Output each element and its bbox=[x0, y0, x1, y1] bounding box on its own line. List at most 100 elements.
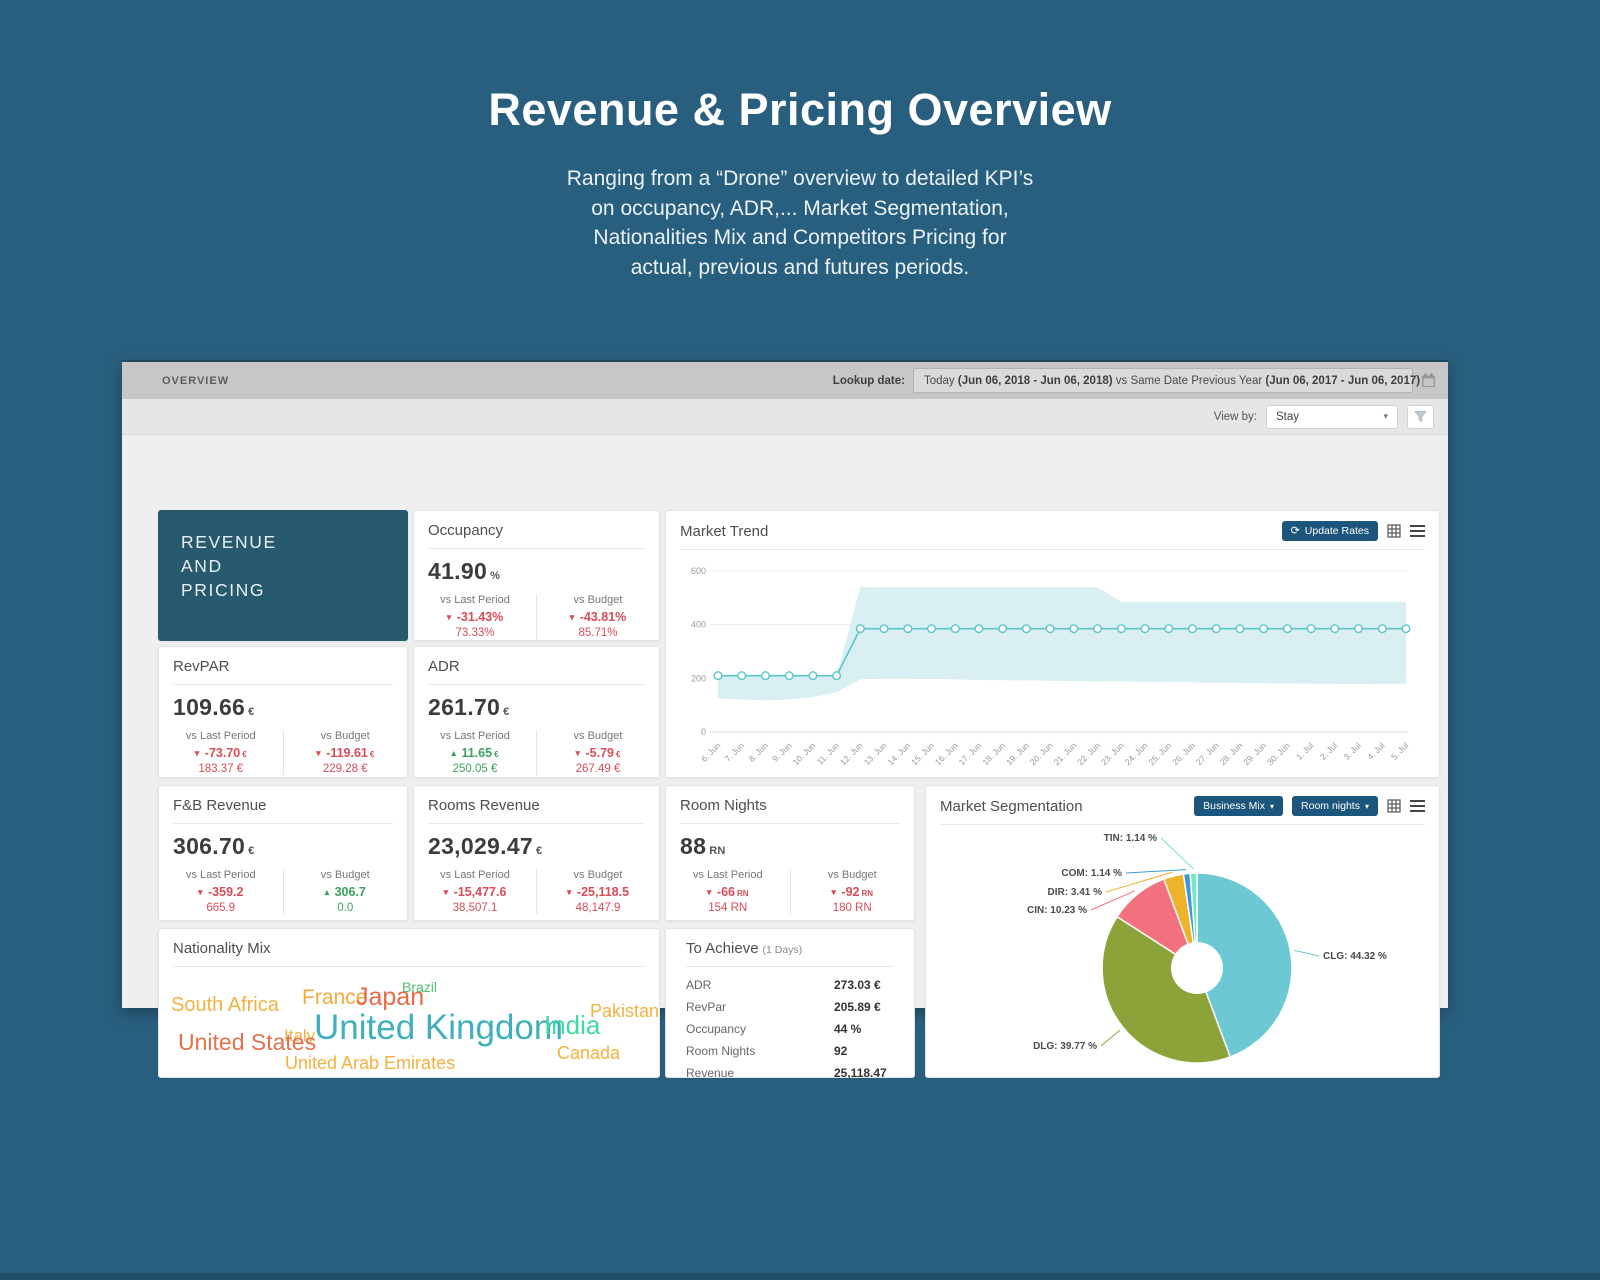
cloud-word-india: India bbox=[544, 1010, 601, 1040]
kpi-comparison-column: vs Last Period ▾ -73.70 € 183.37 € bbox=[159, 730, 283, 775]
occupancy-card: Occupancy 41.90% vs Last Period ▾ -31.43% 73… bbox=[413, 510, 660, 641]
to-achieve-metric-label: Room Nights bbox=[686, 1044, 756, 1058]
update-rates-button[interactable]: ⟳ Update Rates bbox=[1281, 521, 1378, 541]
kpi-base-value: 665.9 bbox=[206, 902, 236, 914]
divider bbox=[428, 684, 645, 685]
page-subtitle: Ranging from a “Drone” overview to detai… bbox=[0, 164, 1600, 282]
to-achieve-title: To Achieve bbox=[686, 940, 759, 957]
rooms-revenue-card: Rooms Revenue 23,029.47 € vs Last Period ▾ -… bbox=[413, 785, 660, 921]
kpi-header: Room Nights bbox=[666, 786, 914, 823]
kpi-value: 41.90% bbox=[428, 558, 501, 584]
kpi-title: ADR bbox=[428, 658, 460, 675]
kpi-comparison-label: vs Budget bbox=[320, 869, 370, 881]
view-options-bar: View by: Stay ▾ bbox=[122, 399, 1448, 435]
market-segmentation-header: Market Segmentation Business Mix ▾ Room … bbox=[926, 786, 1439, 824]
svg-text:26. Jun: 26. Jun bbox=[1170, 740, 1197, 767]
kpi-base-value: 250.05 € bbox=[452, 763, 498, 775]
lookup-text: Today bbox=[924, 374, 958, 387]
kpi-base-value: 0.0 bbox=[337, 902, 354, 914]
kpi-delta-value: ▾ -66 RN bbox=[706, 885, 749, 899]
svg-text:5. Jul: 5. Jul bbox=[1389, 740, 1411, 762]
down-arrow-icon: ▾ bbox=[566, 887, 572, 897]
kpi-unit: € bbox=[248, 706, 255, 718]
kpi-delta-value: ▾ -25,118.5 bbox=[566, 885, 630, 899]
svg-text:8. Jun: 8. Jun bbox=[746, 740, 770, 764]
svg-text:2. Jul: 2. Jul bbox=[1318, 740, 1340, 762]
kpi-header: RevPAR bbox=[159, 647, 407, 684]
to-achieve-metric-value: 44 % bbox=[834, 1022, 862, 1036]
kpi-title: Occupancy bbox=[428, 522, 504, 539]
room-nights-dropdown[interactable]: Room nights ▾ bbox=[1292, 796, 1378, 816]
down-arrow-icon: ▾ bbox=[831, 887, 836, 897]
lookup-text: vs Same Date Previous Year bbox=[1112, 374, 1266, 387]
lookup-date-field[interactable]: Today (Jun 06, 2018 - Jun 06, 2018) vs S… bbox=[913, 368, 1420, 393]
view-by-label: View by: bbox=[1213, 410, 1257, 423]
svg-text:15. Jun: 15. Jun bbox=[909, 740, 936, 767]
to-achieve-rows: ADR 273.03 € RevPar 205.89 € Occupancy 44 % Ro… bbox=[666, 967, 914, 1084]
view-by-select[interactable]: Stay ▾ bbox=[1266, 404, 1398, 429]
kpi-header: Occupancy bbox=[414, 511, 659, 548]
filter-button[interactable] bbox=[1407, 404, 1434, 429]
kpi-base-value: 48,147.9 bbox=[575, 902, 621, 914]
market-trend-card: Market Trend ⟳ Update Rates 600 400 200 0 6.… bbox=[665, 510, 1440, 778]
kpi-delta-value: ▾ -31.43% bbox=[446, 610, 504, 624]
kpi-value: 109.66 € bbox=[173, 694, 255, 720]
market-segmentation-pie-chart: CLG: 44.32 % DLG: 39.77 % CIN: 10.23 % DIR:… bbox=[1027, 833, 1387, 1064]
cloud-word-japan: Japan bbox=[356, 983, 425, 1011]
to-achieve-metric-value: 205.89 € bbox=[834, 1000, 881, 1014]
down-arrow-icon: ▾ bbox=[316, 748, 321, 758]
business-mix-dropdown[interactable]: Business Mix ▾ bbox=[1194, 796, 1284, 816]
nationality-mix-card: Nationality Mix South Africa France Japan B… bbox=[158, 928, 660, 1078]
market-segmentation-title: Market Segmentation bbox=[940, 797, 1083, 815]
page-bottom-strip bbox=[0, 1273, 1600, 1280]
svg-text:16. Jun: 16. Jun bbox=[933, 740, 960, 767]
kpi-unit: € bbox=[248, 845, 255, 857]
lookup-range-previous: (Jun 06, 2017 - Jun 06, 2017) bbox=[1265, 374, 1421, 387]
svg-text:23. Jun: 23. Jun bbox=[1099, 740, 1126, 767]
to-achieve-row: ADR 273.03 € bbox=[686, 974, 894, 996]
cloud-word-brazil: Brazil bbox=[402, 979, 438, 995]
table-view-icon[interactable] bbox=[1387, 799, 1401, 813]
dark-card-line: REVENUE bbox=[181, 532, 277, 552]
kpi-delta-value: ▾ -5.79 € bbox=[575, 746, 621, 760]
divider bbox=[173, 966, 645, 967]
dashboard-content: REVENUE AND PRICING Occupancy 41.90% vs La… bbox=[122, 435, 1448, 1080]
divider bbox=[940, 824, 1425, 825]
revenue-and-pricing-card[interactable]: REVENUE AND PRICING bbox=[158, 510, 408, 641]
down-arrow-icon: ▾ bbox=[446, 612, 452, 622]
svg-text:12. Jun: 12. Jun bbox=[838, 740, 865, 767]
kpi-base-value: 85.71% bbox=[578, 627, 618, 639]
nationality-mix-title: Nationality Mix bbox=[173, 940, 271, 957]
kpi-comparison-column: vs Budget ▾ -119.61 € 229.28 € bbox=[282, 730, 408, 775]
svg-text:27. Jun: 27. Jun bbox=[1194, 740, 1221, 767]
kpi-delta-value: ▴ 306.7 bbox=[324, 885, 366, 899]
subtitle-line: actual, previous and futures periods. bbox=[630, 255, 970, 279]
kpi-comparison-label: vs Last Period bbox=[440, 730, 510, 742]
svg-text:30. Jun: 30. Jun bbox=[1265, 740, 1292, 767]
subtitle-line: Nationalities Mix and Competitors Pricin… bbox=[593, 226, 1007, 249]
fnb-revenue-card: F&B Revenue 306.70 € vs Last Period ▾ -359.2… bbox=[158, 785, 408, 921]
kpi-comparison-column: vs Budget ▾ -92 RN 180 RN bbox=[789, 869, 915, 914]
cloud-word-italy: Italy bbox=[284, 1026, 316, 1045]
svg-text:20. Jun: 20. Jun bbox=[1028, 740, 1055, 767]
divider bbox=[428, 548, 645, 549]
kpi-comparison-column: vs Last Period ▾ -31.43% 73.33% bbox=[414, 594, 536, 639]
svg-text:22. Jun: 22. Jun bbox=[1075, 740, 1102, 767]
svg-text:1. Jul: 1. Jul bbox=[1294, 740, 1316, 762]
to-achieve-metric-value: 273.03 € bbox=[834, 978, 881, 992]
nationality-mix-header: Nationality Mix bbox=[159, 929, 659, 966]
svg-text:COM: 1.14 %: COM: 1.14 % bbox=[1061, 868, 1122, 879]
kpi-comparison-label: vs Last Period bbox=[440, 594, 510, 606]
svg-text:7. Jun: 7. Jun bbox=[723, 740, 747, 764]
kpi-comparison-label: vs Last Period bbox=[692, 869, 763, 881]
funnel-icon bbox=[1414, 411, 1427, 423]
dark-card-line: PRICING bbox=[181, 580, 266, 600]
room-nights-card: Room Nights 88 RN vs Last Period ▾ -66 RN 154 … bbox=[665, 785, 915, 921]
svg-text:CLG: 44.32 %: CLG: 44.32 % bbox=[1323, 951, 1387, 962]
table-view-icon[interactable] bbox=[1387, 524, 1401, 538]
menu-icon[interactable] bbox=[1410, 800, 1425, 812]
svg-text:24. Jun: 24. Jun bbox=[1123, 740, 1150, 767]
menu-icon[interactable] bbox=[1410, 525, 1425, 537]
calendar-icon[interactable] bbox=[1421, 373, 1436, 388]
